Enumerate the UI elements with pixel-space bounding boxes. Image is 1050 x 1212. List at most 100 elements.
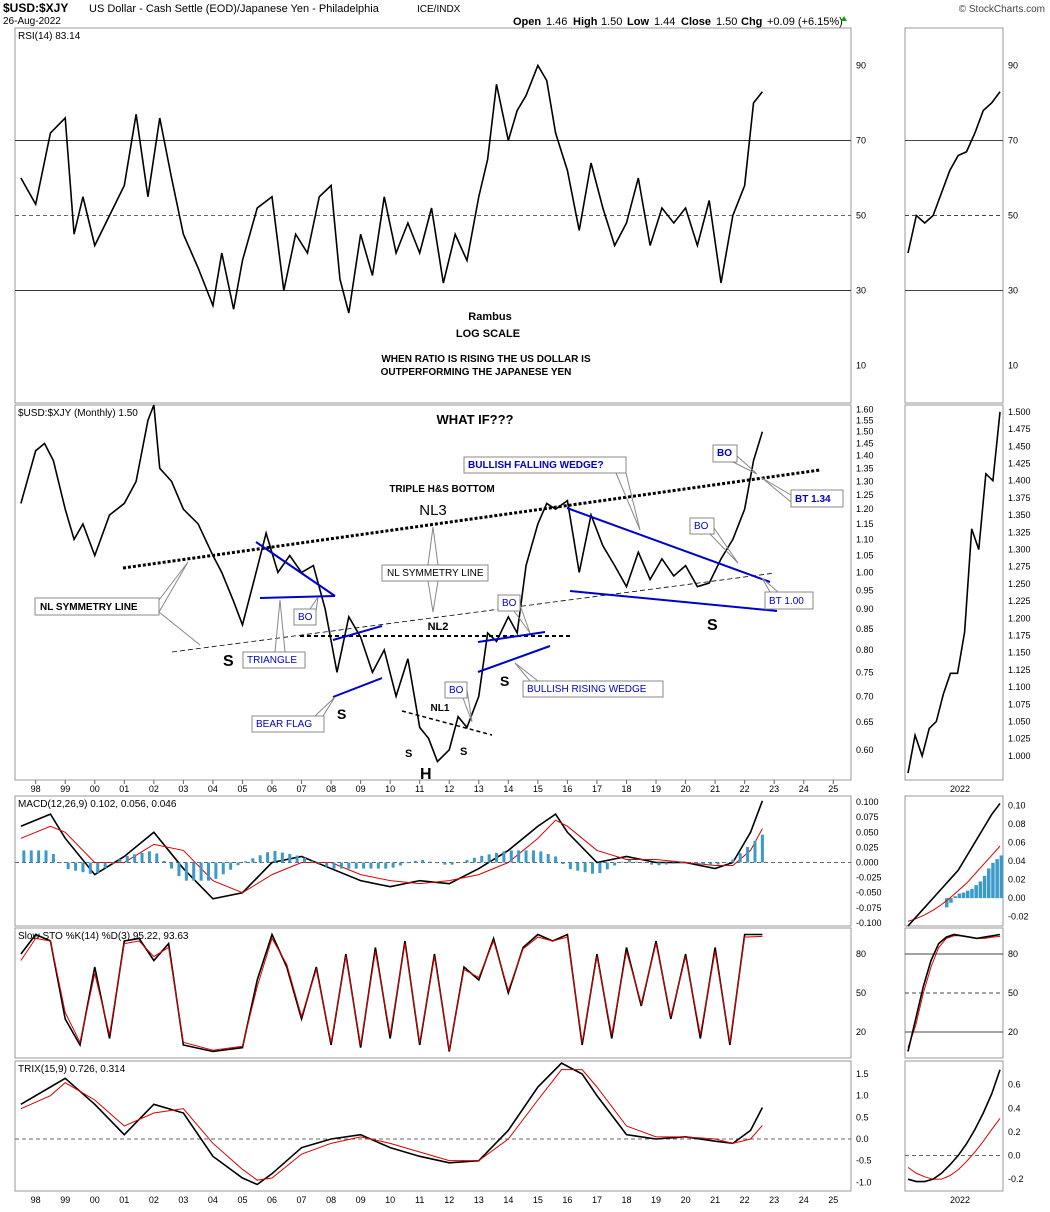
right-y-tick-macd: 0.02 (1008, 875, 1026, 885)
macd-histogram-bar (237, 863, 240, 866)
y-tick-label-price: 0.80 (856, 645, 874, 655)
y-tick-label-price: 1.30 (856, 476, 874, 486)
x-tick-label: 02 (149, 784, 159, 794)
right-y-tick-price: 1.275 (1008, 562, 1031, 572)
x-tick-label: 13 (474, 1195, 484, 1205)
macd-histogram-bar (192, 863, 195, 881)
right-macd-histogram-bar (991, 863, 995, 898)
right-y-tick-macd: 0.00 (1008, 893, 1026, 903)
y-tick-label-price: 1.50 (856, 427, 874, 437)
right-y-tick-trix: 0.2 (1008, 1127, 1021, 1137)
right-y-tick-price: 1.050 (1008, 717, 1031, 727)
macd-histogram-bar (355, 863, 358, 869)
right-y-tick-price: 1.150 (1008, 648, 1031, 658)
macd-histogram-bar (709, 863, 712, 866)
right-y-tick-price: 1.450 (1008, 441, 1031, 451)
macd-histogram-bar (465, 860, 468, 862)
macd-histogram-bar (296, 856, 299, 863)
nl-symmetry-callout-left: NL SYMMETRY LINE (35, 562, 200, 645)
right-y-tick-price: 1.000 (1008, 751, 1031, 761)
y-tick-label-price: 1.60 (856, 404, 874, 414)
macd-histogram-bar (244, 861, 247, 862)
log-scale-label: LOG SCALE (456, 328, 520, 340)
close-label: Close (681, 16, 711, 28)
macd-histogram-bar (59, 863, 62, 864)
y-tick-label-macd: 0.025 (856, 842, 879, 852)
right-price-frame (905, 405, 1003, 780)
y-tick-label-price: 0.65 (856, 717, 874, 727)
x-tick-label: 17 (592, 784, 602, 794)
y-tick-label-slow_sto: 80 (856, 949, 866, 959)
macd-histogram-bar (746, 847, 749, 863)
x-tick-label: 06 (267, 784, 277, 794)
x-tick-label: 13 (474, 784, 484, 794)
x-tick-label: 11 (415, 784, 424, 794)
x-tick-label: 15 (533, 784, 543, 794)
right-y-tick-macd: 0.08 (1008, 819, 1026, 829)
right-y-tick-rsi: 70 (1008, 136, 1018, 146)
macd-histogram-bar (488, 854, 491, 862)
y-tick-label-trix: 1.0 (856, 1091, 869, 1101)
right-macd-histogram-bar (979, 881, 983, 898)
macd-histogram-bar (429, 862, 432, 863)
macd-histogram-bar (126, 856, 129, 863)
macd-histogram-bar (273, 851, 276, 862)
macd-histogram-bar (347, 863, 350, 869)
right-macd-histogram-bar (970, 889, 974, 898)
x-tick-label: 99 (60, 784, 70, 794)
y-tick-label-trix: 0.0 (856, 1134, 869, 1144)
x-tick-label: 18 (621, 1195, 631, 1205)
nl-symmetry-callout-mid: NL SYMMETRY LINE (382, 527, 488, 612)
x-tick-label: 03 (178, 784, 188, 794)
svg-text:BO: BO (502, 598, 517, 609)
series-line-rsi-RSI(14) (21, 66, 762, 314)
macd-histogram-bar (303, 858, 306, 863)
right-y-tick-price: 1.350 (1008, 510, 1031, 520)
right-y-tick-price: 1.225 (1008, 596, 1031, 606)
macd-histogram-bar (643, 863, 646, 864)
ratio-note-line-1: WHEN RATIO IS RISING THE US DOLLAR IS (381, 354, 591, 365)
right-macd-histogram-bar (966, 891, 970, 898)
x-tick-label: 16 (562, 784, 572, 794)
x-tick-label: 00 (90, 784, 100, 794)
right-macd-histogram-bar (983, 876, 987, 898)
macd-histogram-bar (739, 853, 742, 862)
x-tick-label: 24 (799, 1195, 809, 1205)
macd-histogram-bar (89, 863, 92, 874)
series-line-macd-MACD (21, 801, 762, 899)
macd-histogram-bar (141, 853, 144, 863)
right-y-tick-price: 1.300 (1008, 544, 1031, 554)
macd-histogram-bar (22, 850, 25, 862)
macd-panel-frame (15, 796, 851, 926)
right-y-tick-price: 1.400 (1008, 476, 1031, 486)
right-signal-trix (908, 1118, 1000, 1179)
right-y-tick-price: 1.325 (1008, 527, 1031, 537)
x-tick-label: 01 (119, 1195, 129, 1205)
x-tick-label: 20 (681, 784, 691, 794)
right-y-tick-sto: 80 (1008, 949, 1018, 959)
y-tick-label-slow_sto: 50 (856, 988, 866, 998)
y-tick-label-price: 1.45 (856, 438, 874, 448)
svg-text:NL SYMMETRY LINE: NL SYMMETRY LINE (40, 602, 138, 613)
macd-histogram-bar (606, 863, 609, 870)
x-tick-label: 22 (740, 1195, 750, 1205)
shoulder-label-2: S (337, 706, 346, 722)
macd-histogram-bar (340, 863, 343, 869)
macd-histogram-bar (229, 863, 232, 870)
x-tick-label: 00 (90, 1195, 100, 1205)
y-tick-label-trix: 1.5 (856, 1069, 869, 1079)
right-y-tick-trix: 0.4 (1008, 1103, 1021, 1113)
high-label: High (573, 16, 598, 28)
macd-histogram-bar (288, 854, 291, 862)
x-tick-label: 08 (326, 784, 336, 794)
right-y-tick-price: 1.175 (1008, 631, 1031, 641)
y-tick-label-macd: 0.050 (856, 827, 879, 837)
right-year-label: 2022 (950, 784, 970, 794)
macd-histogram-bar (621, 862, 624, 863)
macd-histogram-bar (214, 863, 217, 879)
y-tick-label-macd: 0.100 (856, 797, 879, 807)
x-tick-label: 21 (710, 1195, 720, 1205)
x-tick-label: 14 (503, 784, 513, 794)
pattern-lines (123, 470, 820, 735)
price-title: $USD:$XJY (Monthly) 1.50 (18, 408, 138, 419)
